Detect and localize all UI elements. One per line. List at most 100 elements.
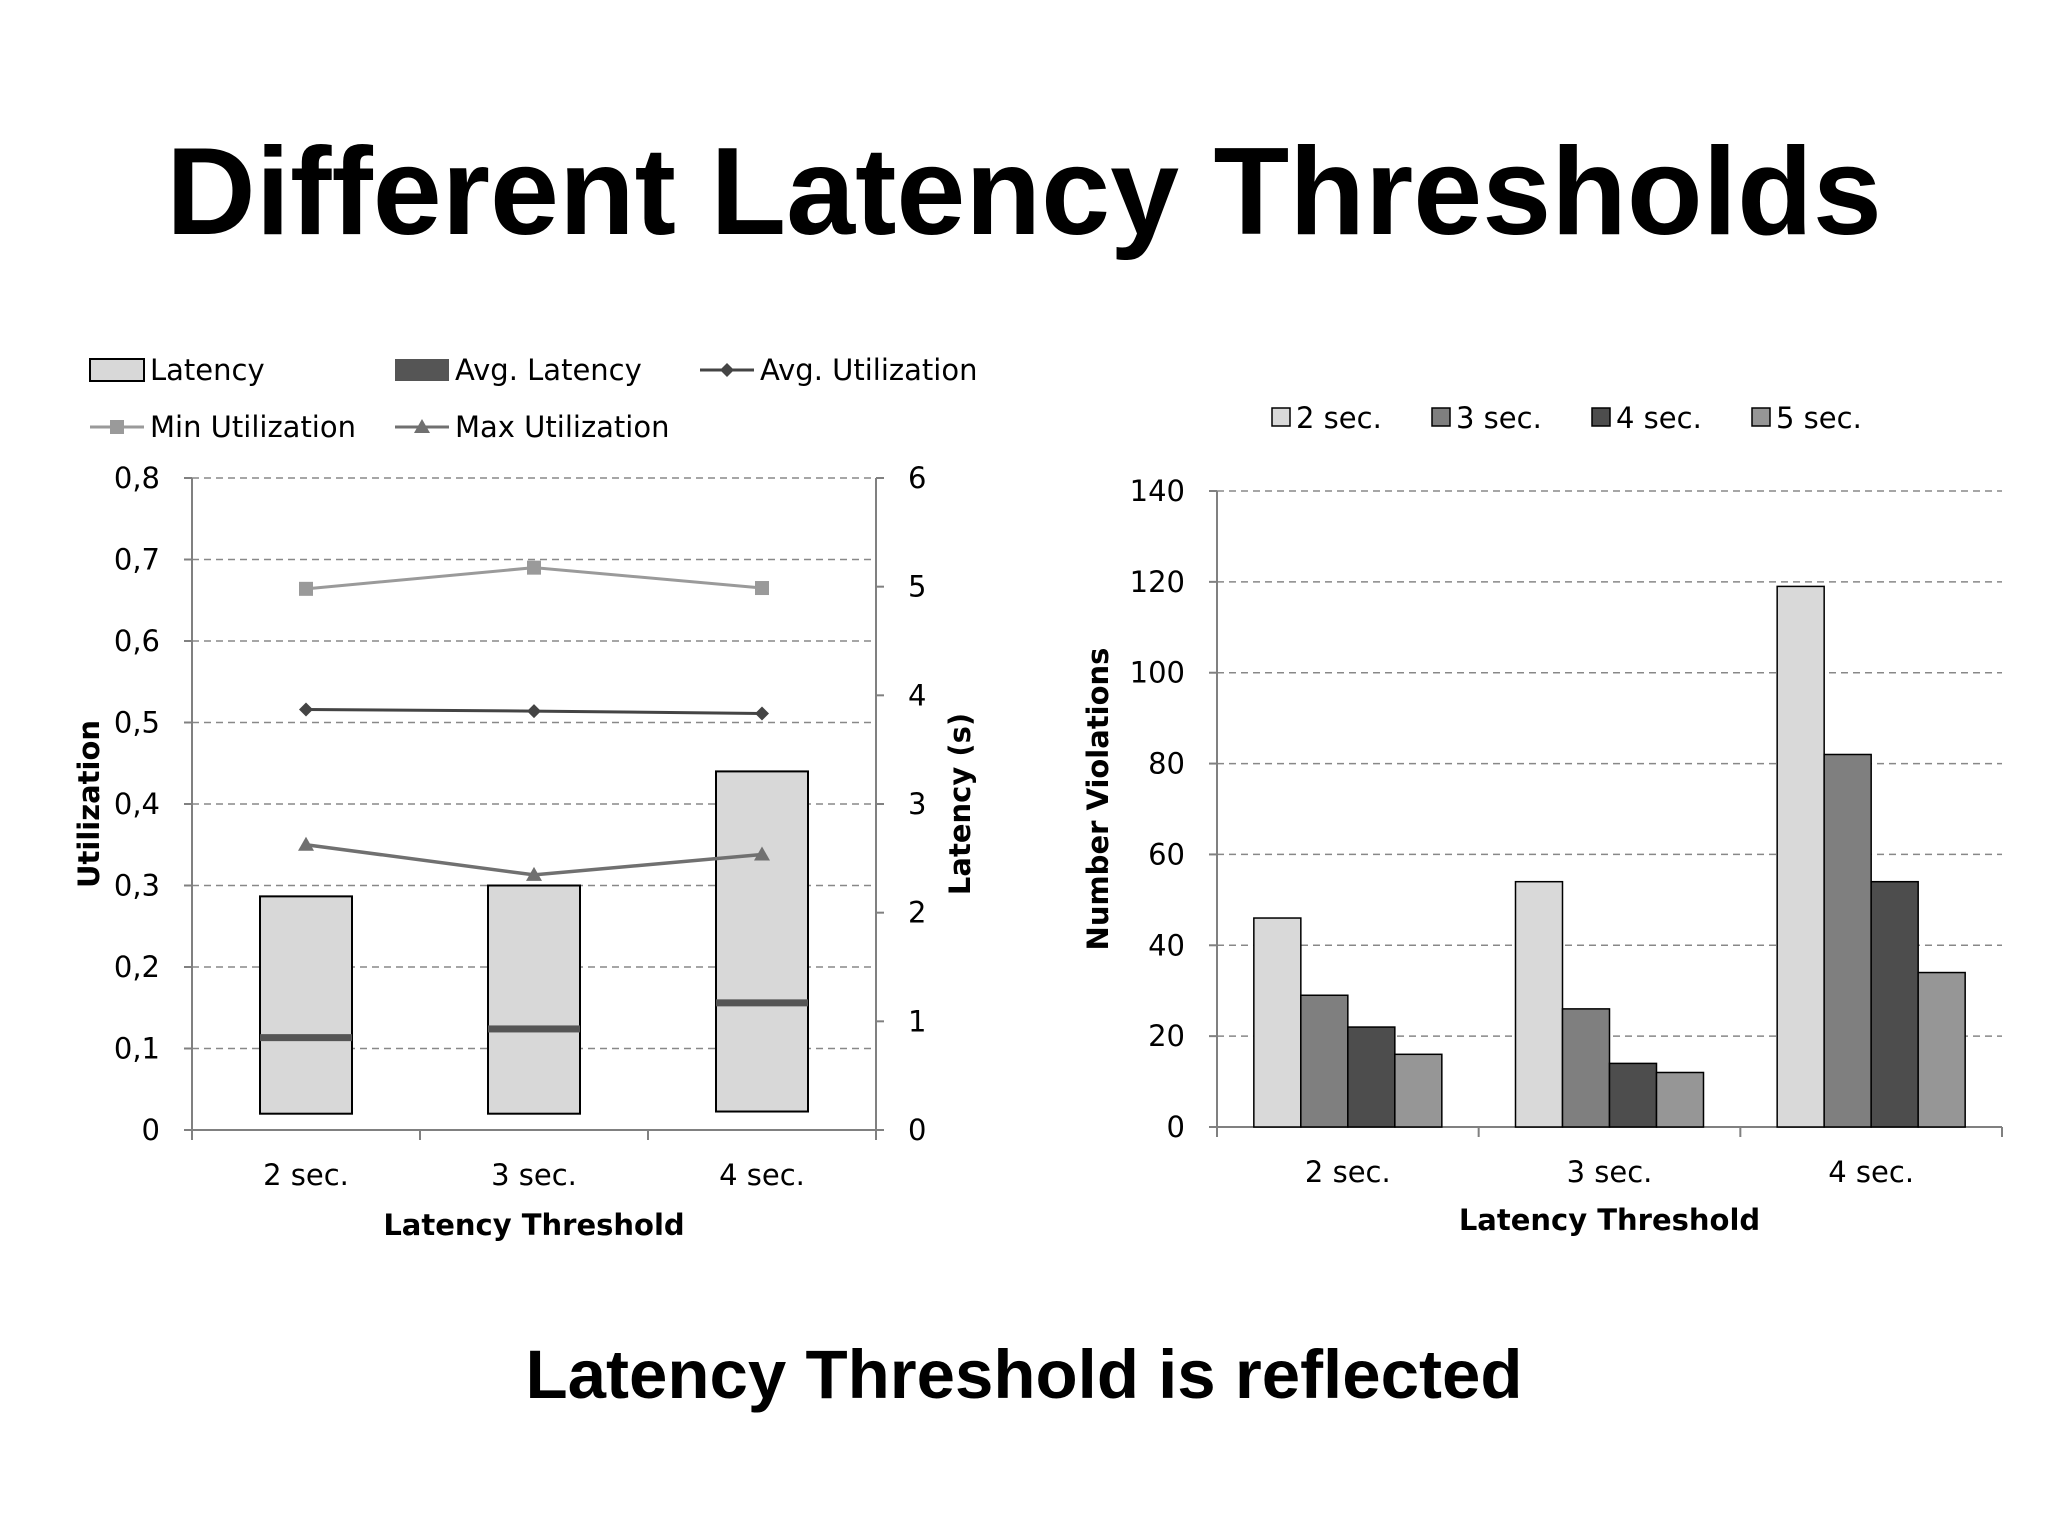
y-tick-label: 40 bbox=[1148, 928, 1185, 962]
y2-tick-label: 0 bbox=[908, 1113, 926, 1147]
legend-label: Min Utilization bbox=[150, 410, 356, 444]
legend-label: Avg. Utilization bbox=[760, 353, 977, 387]
latency-box bbox=[259, 895, 353, 1115]
data-point bbox=[755, 581, 769, 596]
y-tick-label: 0,5 bbox=[114, 706, 160, 740]
legend-swatch-marker bbox=[110, 420, 124, 434]
latency-box bbox=[715, 770, 809, 1113]
y-tick-label: 100 bbox=[1130, 656, 1185, 690]
x-tick-label: 4 sec. bbox=[719, 1158, 805, 1192]
legend-swatch bbox=[1751, 407, 1771, 427]
avg-latency-mark bbox=[716, 999, 808, 1007]
legend-swatch-marker bbox=[414, 419, 430, 433]
data-point bbox=[299, 702, 313, 717]
x-tick-label: 4 sec. bbox=[1828, 1155, 1914, 1189]
legend-item: Avg. Latency bbox=[395, 353, 642, 387]
legend-item: Min Utilization bbox=[90, 410, 356, 444]
bar bbox=[1561, 1008, 1611, 1128]
x-tick-label: 2 sec. bbox=[1305, 1155, 1391, 1189]
avg-latency-mark bbox=[260, 1034, 352, 1042]
legend-swatch-marker bbox=[720, 363, 734, 377]
bar bbox=[1917, 971, 1966, 1128]
series-max-utilization bbox=[298, 836, 770, 881]
data-point bbox=[754, 846, 770, 861]
series-2-sec bbox=[1253, 585, 1825, 1128]
data-point bbox=[755, 706, 769, 721]
series-5-sec bbox=[1394, 971, 1966, 1128]
legend-item: Avg. Utilization bbox=[700, 353, 977, 387]
y-tick-label: 0 bbox=[142, 1113, 160, 1147]
y2-tick-label: 4 bbox=[908, 678, 926, 712]
slide-subtitle: Latency Threshold is reflected bbox=[525, 1336, 1523, 1413]
bar bbox=[1823, 753, 1872, 1128]
legend-swatch bbox=[1431, 407, 1451, 427]
legend-swatch bbox=[1271, 407, 1291, 427]
violations-chart: 0 20 40 60 80 100 120 140 2 sec. 3 sec. 4 sec. Late… bbox=[1081, 401, 2003, 1237]
bar bbox=[1394, 1053, 1443, 1128]
legend-swatch bbox=[1591, 407, 1611, 427]
legend-item: 3 sec. bbox=[1431, 401, 1542, 435]
y-tick-label: 0,6 bbox=[114, 624, 160, 658]
data-point bbox=[298, 836, 314, 851]
x-tick-label: 3 sec. bbox=[491, 1158, 577, 1192]
y2-tick-label: 5 bbox=[908, 570, 926, 604]
data-point bbox=[299, 581, 313, 596]
legend-item: 5 sec. bbox=[1751, 401, 1862, 435]
bar bbox=[1347, 1026, 1396, 1128]
series-avg-utilization bbox=[299, 702, 769, 721]
bar bbox=[1514, 880, 1564, 1128]
y2-tick-label: 6 bbox=[908, 461, 926, 495]
bar bbox=[1300, 994, 1349, 1128]
legend-label: Latency bbox=[150, 353, 265, 387]
bar bbox=[1776, 585, 1825, 1128]
legend-label: Max Utilization bbox=[455, 410, 669, 444]
legend-label: 4 sec. bbox=[1616, 401, 1702, 435]
legend-item: Latency bbox=[89, 353, 265, 387]
y-tick-label: 0,3 bbox=[114, 869, 160, 903]
series-min-utilization bbox=[299, 560, 769, 596]
data-point bbox=[527, 704, 541, 719]
slide-title: Different Latency Thresholds bbox=[166, 123, 1882, 261]
y2-tick-label: 2 bbox=[908, 896, 926, 930]
y2-axis-title: Latency (s) bbox=[943, 713, 977, 895]
y-tick-label: 120 bbox=[1130, 565, 1185, 599]
y-tick-label: 0,4 bbox=[114, 787, 160, 821]
legend-label: 5 sec. bbox=[1776, 401, 1862, 435]
legend-item: Max Utilization bbox=[395, 410, 669, 444]
legend-swatch bbox=[89, 358, 145, 382]
legend-item: 2 sec. bbox=[1271, 401, 1382, 435]
y-axis-title: Utilization bbox=[72, 720, 106, 888]
y-tick-label: 60 bbox=[1148, 837, 1185, 871]
latency-box bbox=[487, 884, 581, 1115]
legend-swatch bbox=[395, 359, 449, 381]
avg-latency-mark bbox=[488, 1025, 580, 1033]
legend-item: 4 sec. bbox=[1591, 401, 1702, 435]
data-point bbox=[526, 866, 542, 881]
x-tick-label: 3 sec. bbox=[1567, 1155, 1653, 1189]
y-tick-label: 0,8 bbox=[114, 461, 160, 495]
series-3-sec bbox=[1300, 753, 1872, 1128]
data-point bbox=[527, 560, 541, 575]
y-tick-label: 140 bbox=[1130, 474, 1185, 508]
y-tick-label: 0 bbox=[1167, 1110, 1185, 1144]
y-tick-label: 0,2 bbox=[114, 950, 160, 984]
y2-tick-label: 3 bbox=[908, 787, 926, 821]
utilization-latency-chart: 0 0,1 0,2 0,3 0,4 0,5 0,6 0,7 0,8 0 1 2 3 4 5 6 2 sec. 3 … bbox=[72, 353, 977, 1242]
bar bbox=[1608, 1062, 1658, 1128]
y-tick-label: 0,7 bbox=[114, 543, 160, 577]
bar bbox=[1870, 880, 1919, 1128]
legend-label: 2 sec. bbox=[1296, 401, 1382, 435]
y-tick-label: 0,1 bbox=[114, 1032, 160, 1066]
series-4-sec bbox=[1347, 880, 1919, 1128]
bar bbox=[1253, 917, 1302, 1128]
y-axis-title: Number Violations bbox=[1081, 648, 1115, 951]
x-axis-title: Latency Threshold bbox=[383, 1208, 684, 1242]
x-axis-title: Latency Threshold bbox=[1459, 1203, 1760, 1237]
y-tick-label: 80 bbox=[1148, 747, 1185, 781]
y-tick-label: 20 bbox=[1148, 1019, 1185, 1053]
x-tick-label: 2 sec. bbox=[263, 1158, 349, 1192]
bar bbox=[1655, 1071, 1705, 1128]
legend-label: 3 sec. bbox=[1456, 401, 1542, 435]
y2-tick-label: 1 bbox=[908, 1004, 926, 1038]
legend-label: Avg. Latency bbox=[455, 353, 642, 387]
